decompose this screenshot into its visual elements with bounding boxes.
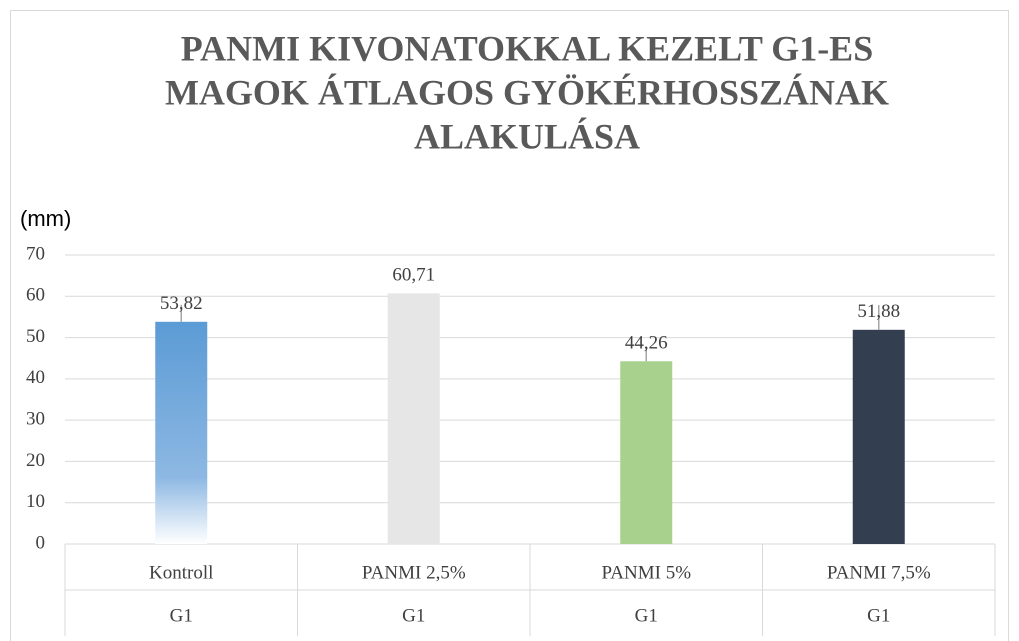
x-tick-label: PANMI 7,5%	[827, 562, 931, 583]
y-tick-label: 30	[26, 409, 45, 430]
y-tick-label: 0	[36, 532, 46, 553]
chart-title: PANMI KIVONATOKKAL KEZELT G1-ES	[181, 28, 873, 68]
bar	[852, 329, 905, 544]
chart-title: ALAKULÁSA	[414, 116, 640, 156]
y-tick-label: 70	[26, 243, 45, 264]
chart-title: MAGOK ÁTLAGOS GYÖKÉRHOSSZÁNAK	[165, 72, 889, 112]
bar	[155, 321, 208, 544]
y-tick-label: 10	[26, 491, 45, 512]
data-label: 60,71	[392, 265, 435, 286]
bar	[387, 293, 440, 544]
group-label: G1	[867, 605, 890, 626]
chart-border	[10, 10, 1009, 641]
data-label: 44,26	[625, 333, 668, 354]
x-tick-label: Kontroll	[149, 562, 213, 583]
x-tick-label: PANMI 5%	[601, 562, 691, 583]
y-tick-label: 50	[26, 326, 45, 347]
group-label: G1	[402, 605, 425, 626]
x-tick-label: PANMI 2,5%	[362, 562, 466, 583]
y-tick-label: 60	[26, 285, 45, 306]
y-tick-label: 40	[26, 367, 45, 388]
y-axis-label: (mm)	[20, 206, 71, 231]
data-label: 51,88	[857, 301, 900, 322]
bar	[620, 361, 673, 544]
group-label: G1	[170, 605, 193, 626]
data-label: 53,82	[160, 293, 203, 314]
y-tick-label: 20	[26, 450, 45, 471]
group-label: G1	[635, 605, 658, 626]
